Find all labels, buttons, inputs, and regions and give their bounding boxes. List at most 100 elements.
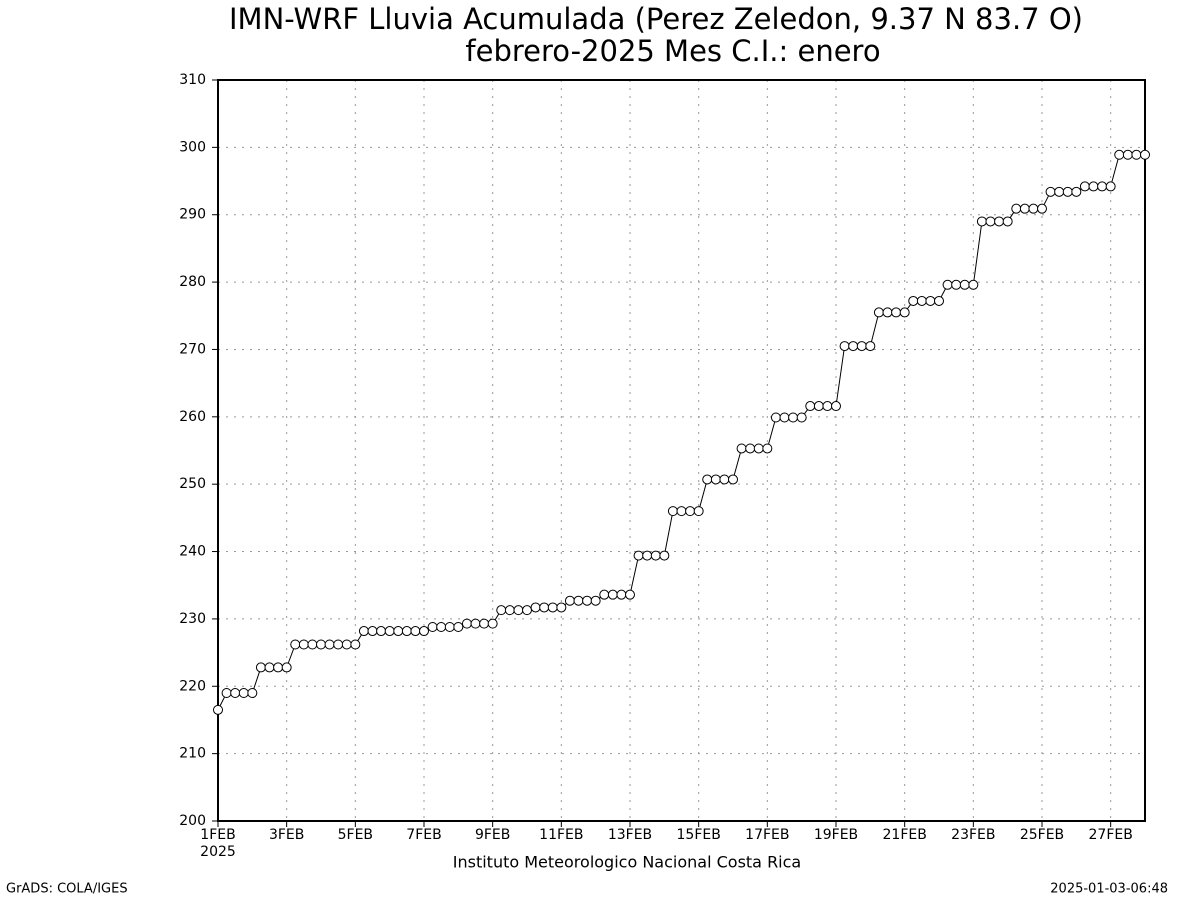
point [530, 602, 541, 613]
x-tick-label: 1FEB [200, 827, 235, 843]
x-tick-label: 19FEB [814, 827, 858, 843]
point [539, 602, 550, 613]
point [607, 589, 618, 600]
point [333, 639, 344, 650]
point [942, 279, 953, 290]
x-tick-label: 7FEB [406, 827, 441, 843]
point [719, 474, 730, 485]
point [873, 307, 884, 318]
point [667, 506, 678, 517]
point [290, 639, 301, 650]
point [916, 295, 927, 306]
point [1131, 149, 1142, 160]
point [393, 626, 404, 637]
point [908, 295, 919, 306]
point [350, 639, 361, 650]
point [547, 602, 558, 613]
y-tick-label: 310 [179, 72, 206, 88]
point [616, 589, 627, 600]
point [1071, 186, 1082, 197]
point [788, 412, 799, 423]
point [419, 626, 429, 637]
y-tick-label: 240 [179, 544, 206, 560]
point [831, 401, 841, 412]
point [273, 662, 284, 673]
point [599, 589, 610, 600]
point [504, 605, 515, 616]
point [1140, 149, 1150, 160]
x-tick-label: 3FEB [269, 827, 304, 843]
point [994, 216, 1005, 227]
point [1045, 186, 1056, 197]
point [770, 412, 781, 423]
point [745, 443, 756, 454]
point [882, 307, 893, 318]
point [1054, 186, 1065, 197]
y-tick-label: 260 [179, 409, 206, 425]
point [899, 307, 910, 318]
timestamp: 2025-01-03-06:48 [1050, 882, 1168, 897]
y-tick-label: 290 [179, 207, 206, 223]
point [1002, 216, 1013, 227]
x-tick-label: 17FEB [745, 827, 789, 843]
point [410, 626, 421, 637]
point [238, 688, 249, 699]
point [848, 341, 859, 352]
y-tick-label: 210 [179, 746, 206, 762]
source: Instituto Meteorologico Nacional Costa R… [453, 853, 801, 872]
point [264, 662, 275, 673]
point [1019, 203, 1030, 214]
point [728, 474, 738, 485]
point [582, 595, 593, 606]
point [650, 550, 661, 561]
point [625, 589, 635, 600]
point [281, 662, 292, 673]
point [427, 621, 438, 632]
point [839, 341, 850, 352]
point [796, 412, 807, 423]
point [307, 639, 318, 650]
point [1122, 149, 1133, 160]
x-tick-label: 5FEB [338, 827, 373, 843]
x-tick-label: 27FEB [1089, 827, 1133, 843]
point [470, 618, 481, 629]
y-tick-label: 200 [179, 813, 206, 829]
point [573, 595, 584, 606]
point [959, 279, 970, 290]
point [676, 506, 687, 517]
y-tick-label: 280 [179, 274, 206, 290]
point [376, 626, 387, 637]
point [358, 626, 369, 637]
point [436, 621, 447, 632]
point [976, 216, 987, 227]
point [1011, 203, 1022, 214]
plot-frame [217, 79, 1146, 822]
x-tick-label: 11FEB [539, 827, 583, 843]
point [934, 295, 944, 306]
x-tick-label: 21FEB [883, 827, 927, 843]
y-tick-label: 230 [179, 611, 206, 627]
point [1097, 181, 1108, 192]
point [779, 412, 790, 423]
y-tick-label: 250 [179, 476, 206, 492]
x-tick-label: 15FEB [677, 827, 721, 843]
point [487, 618, 498, 629]
point [710, 474, 721, 485]
point [1114, 149, 1125, 160]
point [865, 341, 876, 352]
point [367, 626, 378, 637]
point [221, 688, 232, 699]
point [213, 704, 223, 715]
point [324, 639, 335, 650]
x-tick-label: 25FEB [1020, 827, 1064, 843]
point [230, 688, 241, 699]
point [925, 295, 936, 306]
point [968, 279, 979, 290]
point [985, 216, 996, 227]
point [590, 595, 601, 606]
point [813, 401, 824, 412]
point [479, 618, 490, 629]
point [951, 279, 962, 290]
point [753, 443, 764, 454]
